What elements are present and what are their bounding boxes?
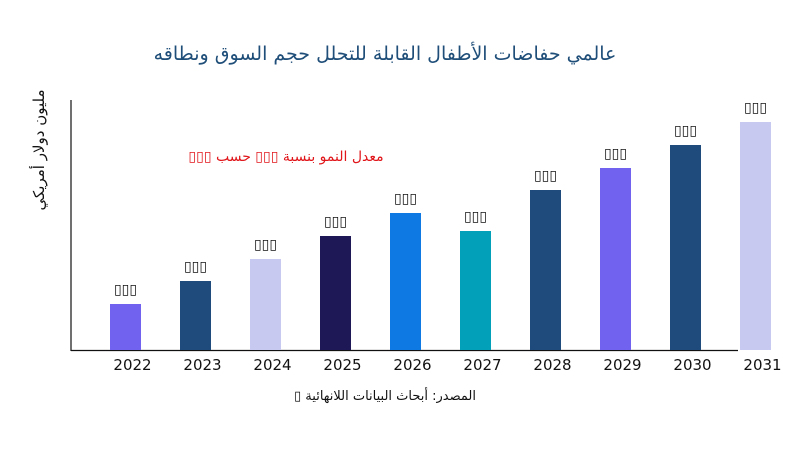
x-tick-2027: 2027 [463, 356, 501, 374]
bar-2028 [530, 190, 561, 350]
x-tick-2023: 2023 [183, 356, 221, 374]
data-label-2024: ▯▯▯ [254, 237, 277, 253]
bar-2022 [110, 304, 141, 350]
data-label-2022: ▯▯▯ [114, 282, 137, 298]
source-note: المصدر: أبحاث البيانات اللانهائية ▯ [294, 387, 476, 404]
x-tick-2026: 2026 [393, 356, 431, 374]
data-label-2030: ▯▯▯ [674, 123, 697, 139]
x-tick-2029: 2029 [603, 356, 641, 374]
bar-2031 [740, 122, 771, 350]
x-tick-2030: 2030 [673, 356, 711, 374]
growth-annotation: معدل النمو بنسبة ▯▯▯ حسب ▯▯▯ [188, 149, 383, 165]
bar-2025 [320, 236, 351, 350]
data-label-2029: ▯▯▯ [604, 146, 627, 162]
bar-2026 [390, 213, 421, 350]
bar-2027 [460, 231, 491, 350]
data-label-2031: ▯▯▯ [744, 100, 767, 116]
x-tick-2028: 2028 [533, 356, 571, 374]
data-label-2025: ▯▯▯ [324, 214, 347, 230]
data-label-2026: ▯▯▯ [394, 191, 417, 207]
y-axis-label: مليون دولار أمريكي [29, 90, 49, 211]
bar-2024 [250, 259, 281, 350]
x-tick-2031: 2031 [743, 356, 781, 374]
bar-2029 [600, 168, 631, 350]
x-tick-2024: 2024 [253, 356, 291, 374]
bar-2030 [670, 145, 701, 350]
x-tick-2022: 2022 [113, 356, 151, 374]
x-tick-2025: 2025 [323, 356, 361, 374]
bar-2023 [180, 281, 211, 350]
data-label-2023: ▯▯▯ [184, 259, 207, 275]
data-label-2027: ▯▯▯ [464, 209, 487, 225]
chart-title: عالمي حفاضات الأطفال القابلة للتحلل حجم … [154, 42, 617, 65]
data-label-2028: ▯▯▯ [534, 168, 557, 184]
